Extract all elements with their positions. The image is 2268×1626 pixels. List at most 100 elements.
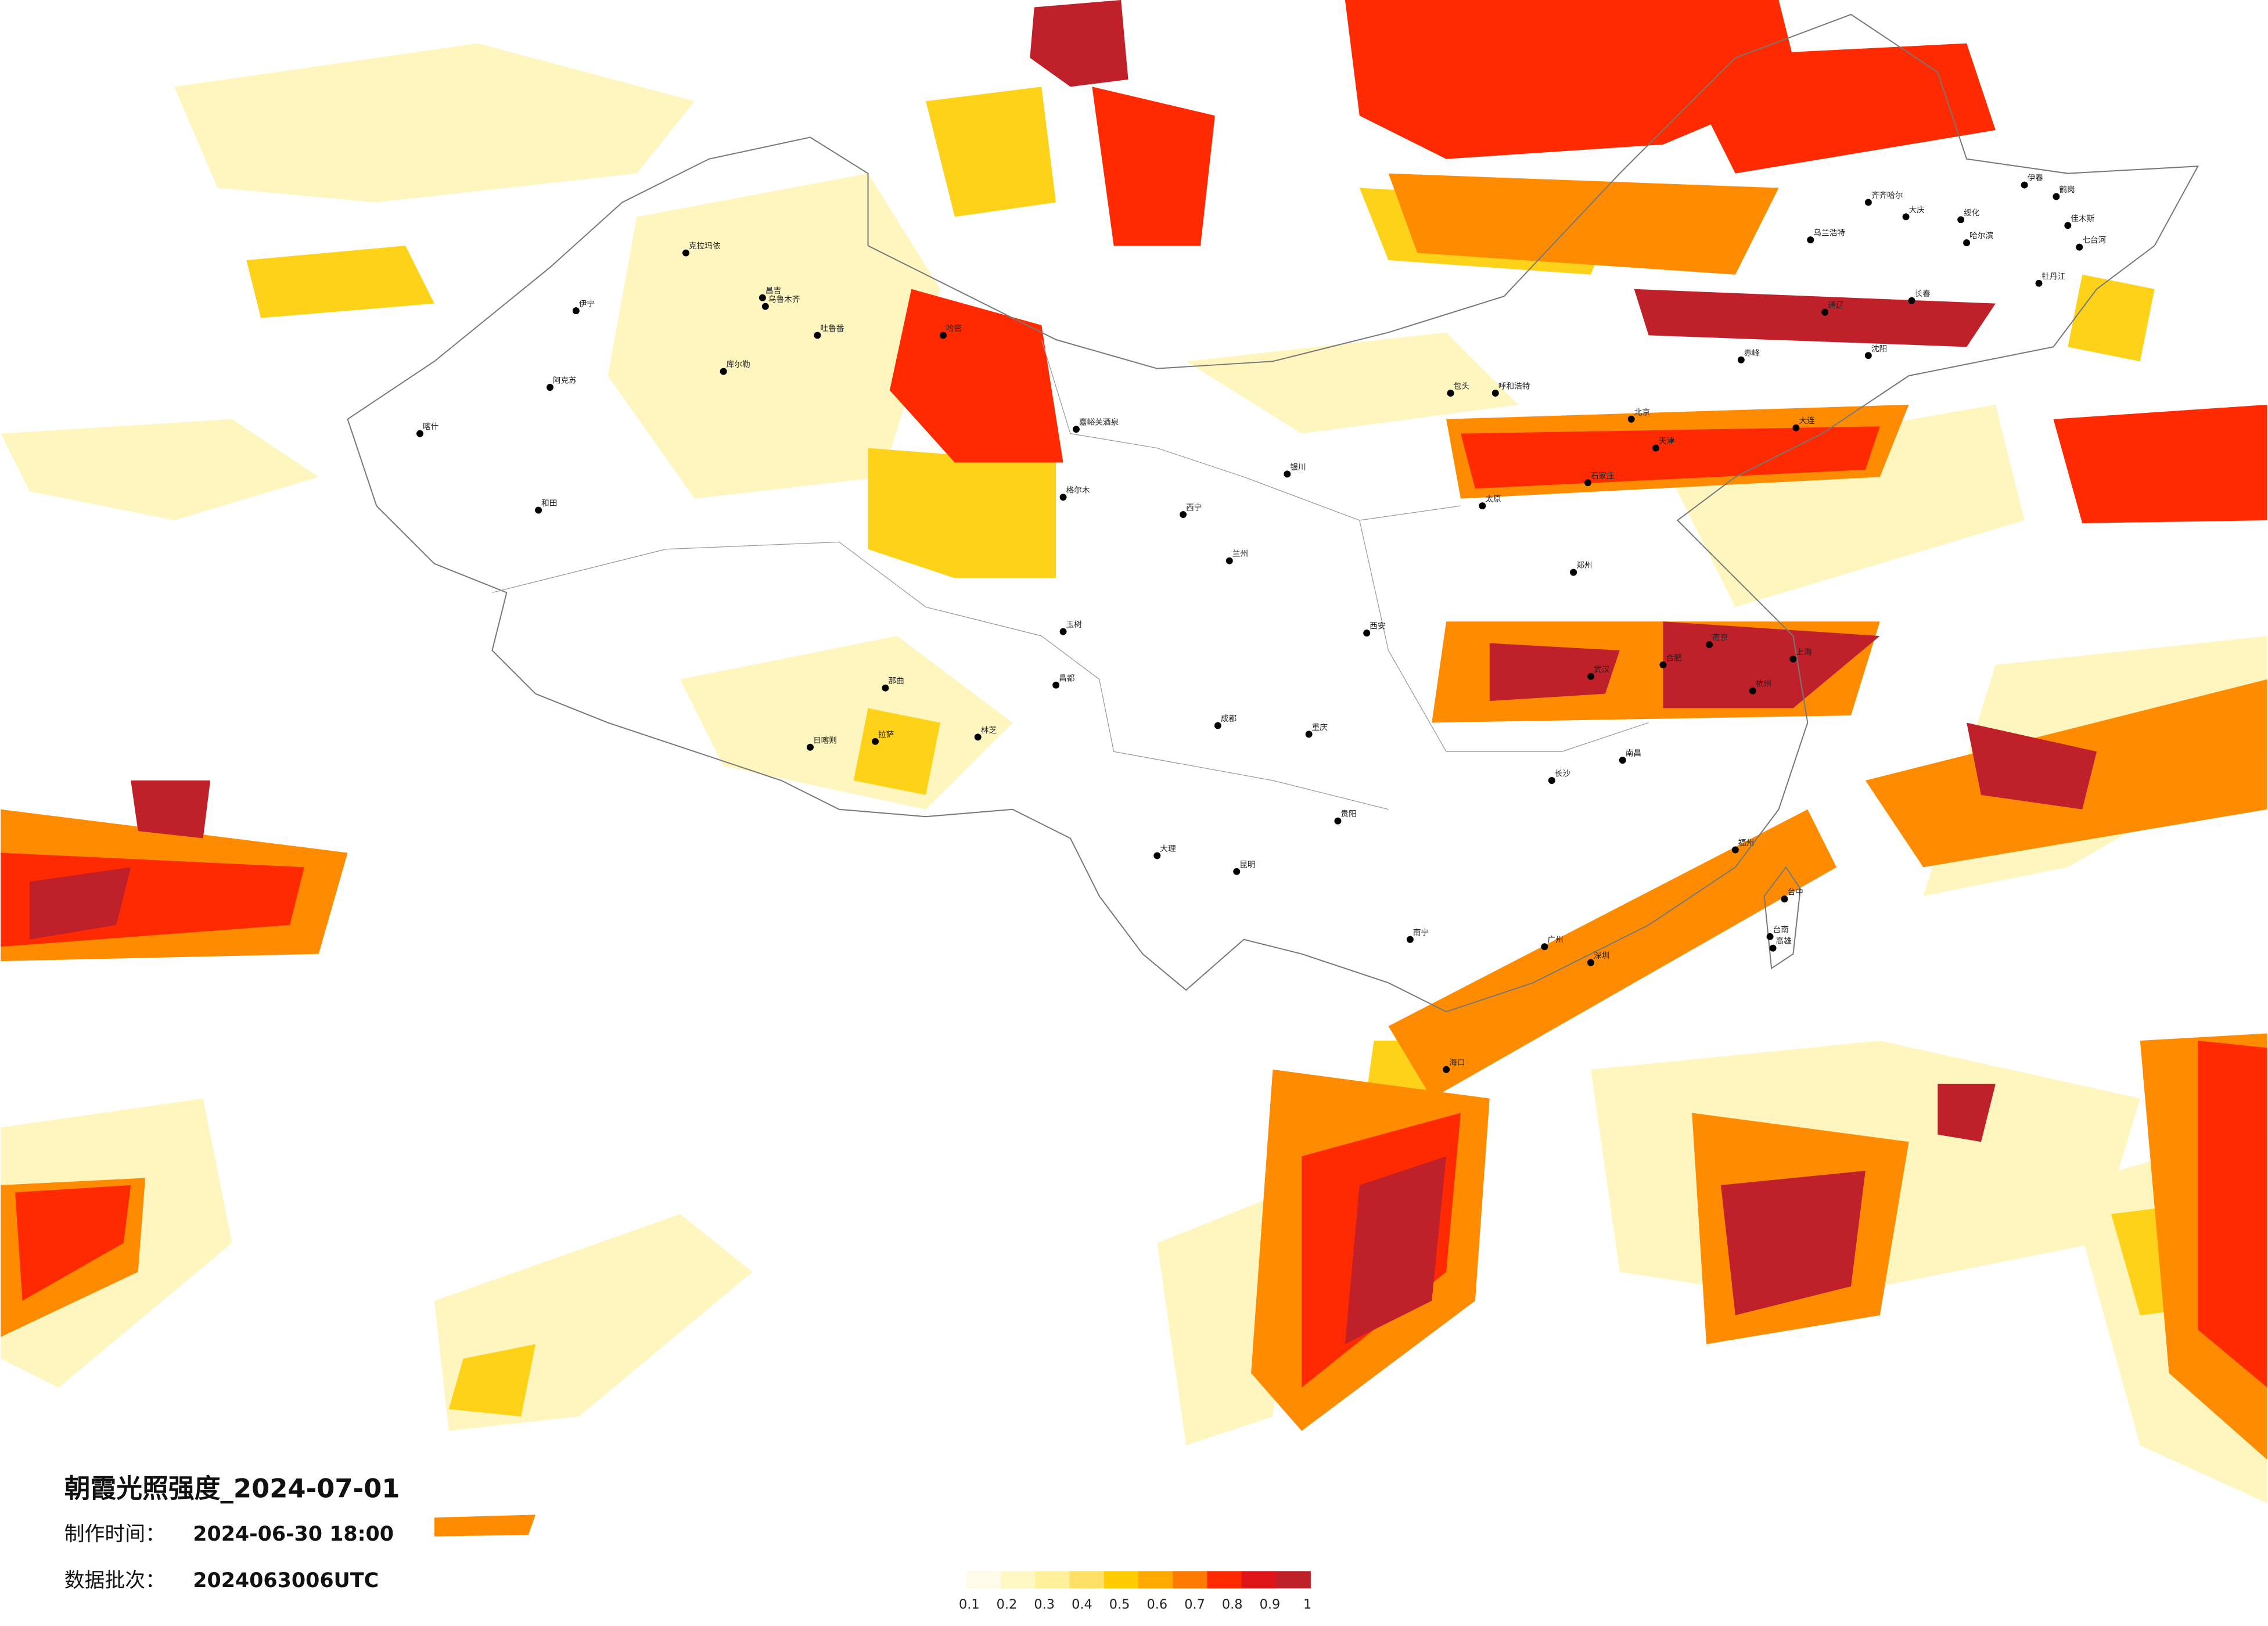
city-label: 大连 bbox=[1799, 416, 1815, 426]
info-label: 数据批次： bbox=[64, 1569, 166, 1592]
city-dot bbox=[1749, 687, 1756, 695]
city-label: 格尔木 bbox=[1066, 486, 1090, 495]
city-label: 昌吉 bbox=[765, 286, 781, 296]
city-dot bbox=[1059, 628, 1067, 635]
city-dot bbox=[1864, 199, 1872, 206]
city-dot bbox=[1963, 239, 1971, 247]
heat-max bbox=[29, 0, 2097, 1344]
info-value: 2024063006UTC bbox=[193, 1569, 379, 1592]
city-dot bbox=[2064, 222, 2072, 229]
city-label: 拉萨 bbox=[878, 730, 894, 739]
city-dot bbox=[939, 332, 947, 339]
city-label: 银川 bbox=[1290, 463, 1306, 472]
info-label: 制作时间： bbox=[64, 1523, 166, 1546]
city-dot bbox=[1479, 502, 1486, 510]
city-dot bbox=[572, 307, 580, 315]
city-label: 兰州 bbox=[1232, 549, 1248, 559]
city-dot bbox=[1807, 236, 1814, 244]
city-label: 克拉玛依 bbox=[689, 242, 721, 251]
city-dot bbox=[1214, 722, 1221, 729]
legend-label: 1 bbox=[1303, 1597, 1311, 1612]
city-label: 哈尔滨 bbox=[1969, 232, 1993, 241]
city-dot bbox=[1619, 757, 1626, 764]
city-label: 郑州 bbox=[1576, 561, 1592, 570]
city-dot bbox=[1153, 852, 1161, 859]
city-dot bbox=[1233, 868, 1241, 875]
city-dot bbox=[720, 368, 727, 375]
legend-label: 0.8 bbox=[1222, 1597, 1243, 1612]
title: 朝霞光照强度_2024-07-01 bbox=[64, 1473, 400, 1503]
city-dot bbox=[1548, 777, 1555, 784]
legend-swatch bbox=[1001, 1571, 1036, 1589]
legend-swatch bbox=[1138, 1571, 1173, 1589]
city-label: 玉树 bbox=[1066, 620, 1083, 629]
legend-label: 0.1 bbox=[959, 1597, 980, 1612]
city-dot bbox=[547, 384, 553, 391]
city-dot bbox=[1652, 444, 1659, 452]
city-label: 台南 bbox=[1773, 925, 1789, 934]
city-label: 和田 bbox=[541, 499, 557, 508]
province-borders bbox=[492, 339, 1649, 810]
city-dot bbox=[1447, 390, 1454, 397]
legend-swatch bbox=[966, 1571, 1001, 1589]
city-label: 绥化 bbox=[1964, 208, 1980, 218]
city-label: 林芝 bbox=[981, 726, 997, 735]
city-dot bbox=[1180, 511, 1187, 519]
city-dot bbox=[2076, 243, 2083, 251]
city-dot bbox=[1363, 629, 1371, 637]
city-dot bbox=[1792, 424, 1800, 431]
city-dot bbox=[1587, 959, 1594, 966]
legend-swatch bbox=[1207, 1571, 1242, 1589]
city-label: 包头 bbox=[1454, 382, 1469, 391]
city-label: 鹤岗 bbox=[2059, 185, 2075, 195]
city-label: 台中 bbox=[1787, 888, 1803, 897]
city-label: 伊宁 bbox=[579, 299, 595, 309]
city-label: 沈阳 bbox=[1871, 344, 1887, 354]
city-dot bbox=[2035, 279, 2043, 287]
city-label: 深圳 bbox=[1594, 951, 1609, 961]
city-label: 佳木斯 bbox=[2071, 214, 2094, 224]
city-dot bbox=[807, 743, 814, 751]
city-label: 赤峰 bbox=[1744, 348, 1760, 358]
city-label: 牡丹江 bbox=[2042, 272, 2066, 281]
city-dot bbox=[1766, 933, 1774, 940]
city-label: 上海 bbox=[1796, 647, 1812, 657]
city-label: 重庆 bbox=[1312, 723, 1328, 732]
legend-label: 0.9 bbox=[1260, 1597, 1281, 1612]
legend-label: 0.2 bbox=[997, 1597, 1018, 1612]
city-dot bbox=[2053, 193, 2060, 200]
city-label: 成都 bbox=[1221, 714, 1237, 724]
city-dot bbox=[535, 506, 542, 514]
legend-swatch bbox=[1035, 1571, 1070, 1589]
city-label: 石家庄 bbox=[1591, 471, 1615, 481]
city-label: 西安 bbox=[1370, 622, 1385, 631]
city-dot bbox=[1541, 943, 1548, 951]
city-dot bbox=[759, 294, 766, 301]
city-dot bbox=[814, 332, 821, 339]
city-dot bbox=[1334, 817, 1342, 825]
legend-swatch bbox=[1173, 1571, 1208, 1589]
country-outline bbox=[347, 13, 2199, 1013]
city-dot bbox=[1864, 352, 1872, 359]
city-dot bbox=[416, 430, 423, 437]
info-value: 2024-06-30 18:00 bbox=[193, 1523, 394, 1546]
city-label: 那曲 bbox=[888, 677, 904, 686]
city-label: 杭州 bbox=[1756, 679, 1771, 689]
city-label: 南京 bbox=[1712, 634, 1728, 643]
city-dot bbox=[2021, 181, 2028, 189]
city-label: 西宁 bbox=[1186, 503, 1202, 513]
city-dot bbox=[1305, 731, 1313, 738]
city-label: 合肥 bbox=[1666, 653, 1682, 663]
city-dot bbox=[1769, 944, 1777, 952]
city-label: 通辽 bbox=[1828, 301, 1844, 310]
city-dot bbox=[1737, 356, 1745, 364]
city-label: 呼和浩特 bbox=[1498, 382, 1530, 391]
city-label: 长沙 bbox=[1555, 769, 1571, 779]
legend-label: 0.5 bbox=[1109, 1597, 1130, 1612]
legend: 0.1 0.2 0.3 0.4 0.5 0.6 0.7 0.8 0.9 1 bbox=[959, 1571, 1311, 1612]
city-dot bbox=[1225, 557, 1233, 564]
city-label: 大庆 bbox=[1909, 206, 1925, 215]
